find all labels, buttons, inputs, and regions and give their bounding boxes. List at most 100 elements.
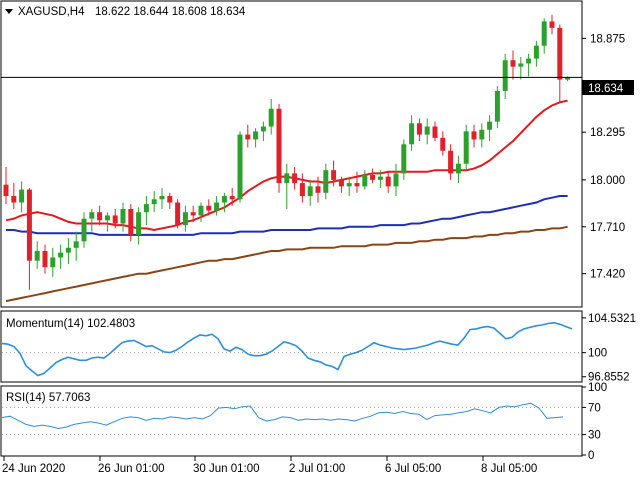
main-panel-frame [0,0,583,308]
triangle-down-icon[interactable] [5,9,13,14]
y-tick-label: 18.295 [590,127,625,139]
candle-up [253,131,259,140]
candle-up [518,63,524,67]
candle-down [385,176,391,187]
candle-up [182,212,188,226]
candle-up [401,144,407,174]
candle-down [3,184,9,197]
candle-down [167,196,173,203]
candle-up [120,208,126,224]
rsi-tick-label: 100 [588,382,607,394]
momentum-panel-frame [0,310,583,383]
rsi-layer [1,402,582,436]
x-tick-label: 6 Jul 05:00 [385,463,441,475]
momentum-layer [1,321,582,377]
candle-up [494,90,500,122]
candle-down [245,134,251,140]
candle-down [112,215,118,224]
candle-up [58,252,64,258]
momentum-tick-label: 96.8552 [588,372,630,384]
rsi-line [1,402,564,430]
candle-up [221,196,227,203]
candle-up [323,170,329,193]
x-tick-label: 24 Jun 2020 [2,463,65,475]
candle-up [104,215,110,221]
candle-up [81,218,87,242]
candle-down [42,251,48,268]
x-tick-label: 26 Jun 01:00 [98,463,165,475]
candle-up [393,173,399,187]
candle-up [565,77,571,80]
y-tick-label: 18.000 [590,175,625,187]
candle-down [11,196,17,203]
candle-down [471,131,477,140]
candle-down [354,183,360,187]
rsi-title: RSI(14) 57.7063 [6,392,90,404]
candle-up [159,196,165,200]
candle-up [463,131,469,164]
candle-up [19,189,25,203]
candle-up [362,175,368,187]
ma-medium-line [6,195,568,236]
momentum-tick-label: 104.5321 [588,313,636,325]
candle-up [50,257,56,268]
y-tick-label: 17.710 [590,222,625,234]
candle-down [276,108,282,184]
candle-up [424,126,430,135]
candle-down [315,186,321,193]
candle-up [151,199,157,205]
ohlc-readout: 18.622 18.644 18.608 18.634 [95,6,246,18]
candle-down [549,21,555,28]
candle-down [292,173,298,184]
price-tag-label: 18.634 [588,83,624,95]
candle-down [229,196,235,200]
rsi-tick-label: 0 [588,450,594,462]
candle-up [284,173,290,184]
rsi-tick-label: 30 [588,430,601,442]
candle-up [268,108,274,127]
candle-up [377,176,383,180]
candle-up [73,241,79,248]
x-tick-label: 8 Jul 05:00 [481,463,537,475]
x-tick-label: 2 Jul 01:00 [289,463,345,475]
candle-up [307,186,313,197]
candle-up [260,126,266,132]
candle-down [370,175,376,180]
momentum-line [1,321,573,377]
candle-up [409,123,415,145]
candle-down [557,27,563,80]
price-tag [582,80,634,95]
y-tick-label: 17.420 [590,269,625,281]
candle-down [338,179,344,187]
candle-up [65,247,71,253]
ma-long-line [5,225,568,303]
symbol-timeframe: XAGUSD,H4 [18,6,85,18]
candle-up [502,60,508,91]
candle-up [455,163,461,174]
candle-down [26,189,32,261]
candle-down [128,208,134,235]
candle-down [190,212,196,216]
candle-down [299,183,305,197]
candle-up [237,134,243,200]
momentum-tick-label: 100 [588,348,607,360]
main-price-layer [1,14,582,303]
candle-up [526,58,532,64]
y-tick-label: 18.875 [590,33,625,45]
candle-up [346,183,352,187]
candle-down [331,170,337,180]
candle-down [510,60,516,67]
rsi-tick-label: 70 [588,402,601,414]
candle-up [541,21,547,46]
candle-up [479,129,485,140]
candle-down [448,150,454,174]
candle-down [440,137,446,151]
candle-down [175,202,181,226]
momentum-title: Momentum(14) 102.4803 [6,318,135,330]
candle-up [34,251,40,261]
candle-down [416,123,422,135]
candle-down [432,126,438,138]
